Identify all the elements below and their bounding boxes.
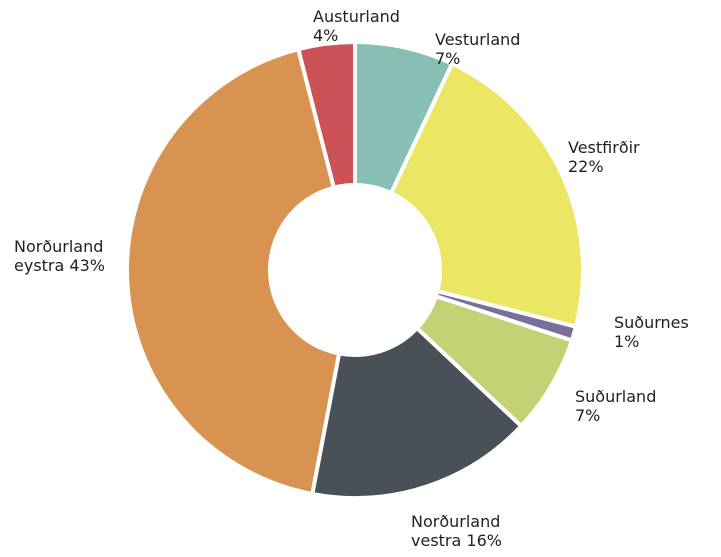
category-label: Suðurland [575, 387, 657, 406]
category-label: Vesturland [435, 30, 521, 49]
slice-label: Vestfirðir 22% [568, 138, 668, 176]
category-label: Norðurland eystra [14, 237, 104, 275]
category-label: Suðurnes [614, 313, 689, 332]
value-label: 43% [69, 256, 105, 275]
slice-label: Norðurland eystra 43% [14, 237, 124, 275]
category-label: Vestfirðir [568, 138, 640, 157]
value-label: 7% [435, 49, 461, 68]
value-label: 7% [575, 406, 601, 425]
slice [295, 39, 357, 191]
slice [125, 46, 342, 497]
slice-label: Suðurnes 1% [614, 313, 704, 351]
value-label: 1% [614, 332, 640, 351]
category-label: Norðurland vestra [411, 512, 501, 550]
category-label: Austurland [313, 7, 400, 26]
slice-label: Suðurland 7% [575, 387, 675, 425]
slice-label: Austurland 4% [313, 7, 413, 45]
value-label: 4% [313, 26, 339, 45]
value-label: 16% [466, 531, 502, 550]
value-label: 22% [568, 157, 604, 176]
slice [388, 61, 585, 330]
slice [309, 325, 525, 500]
slice-label: Norðurland vestra 16% [411, 512, 521, 550]
slice-label: Vesturland 7% [435, 30, 545, 68]
